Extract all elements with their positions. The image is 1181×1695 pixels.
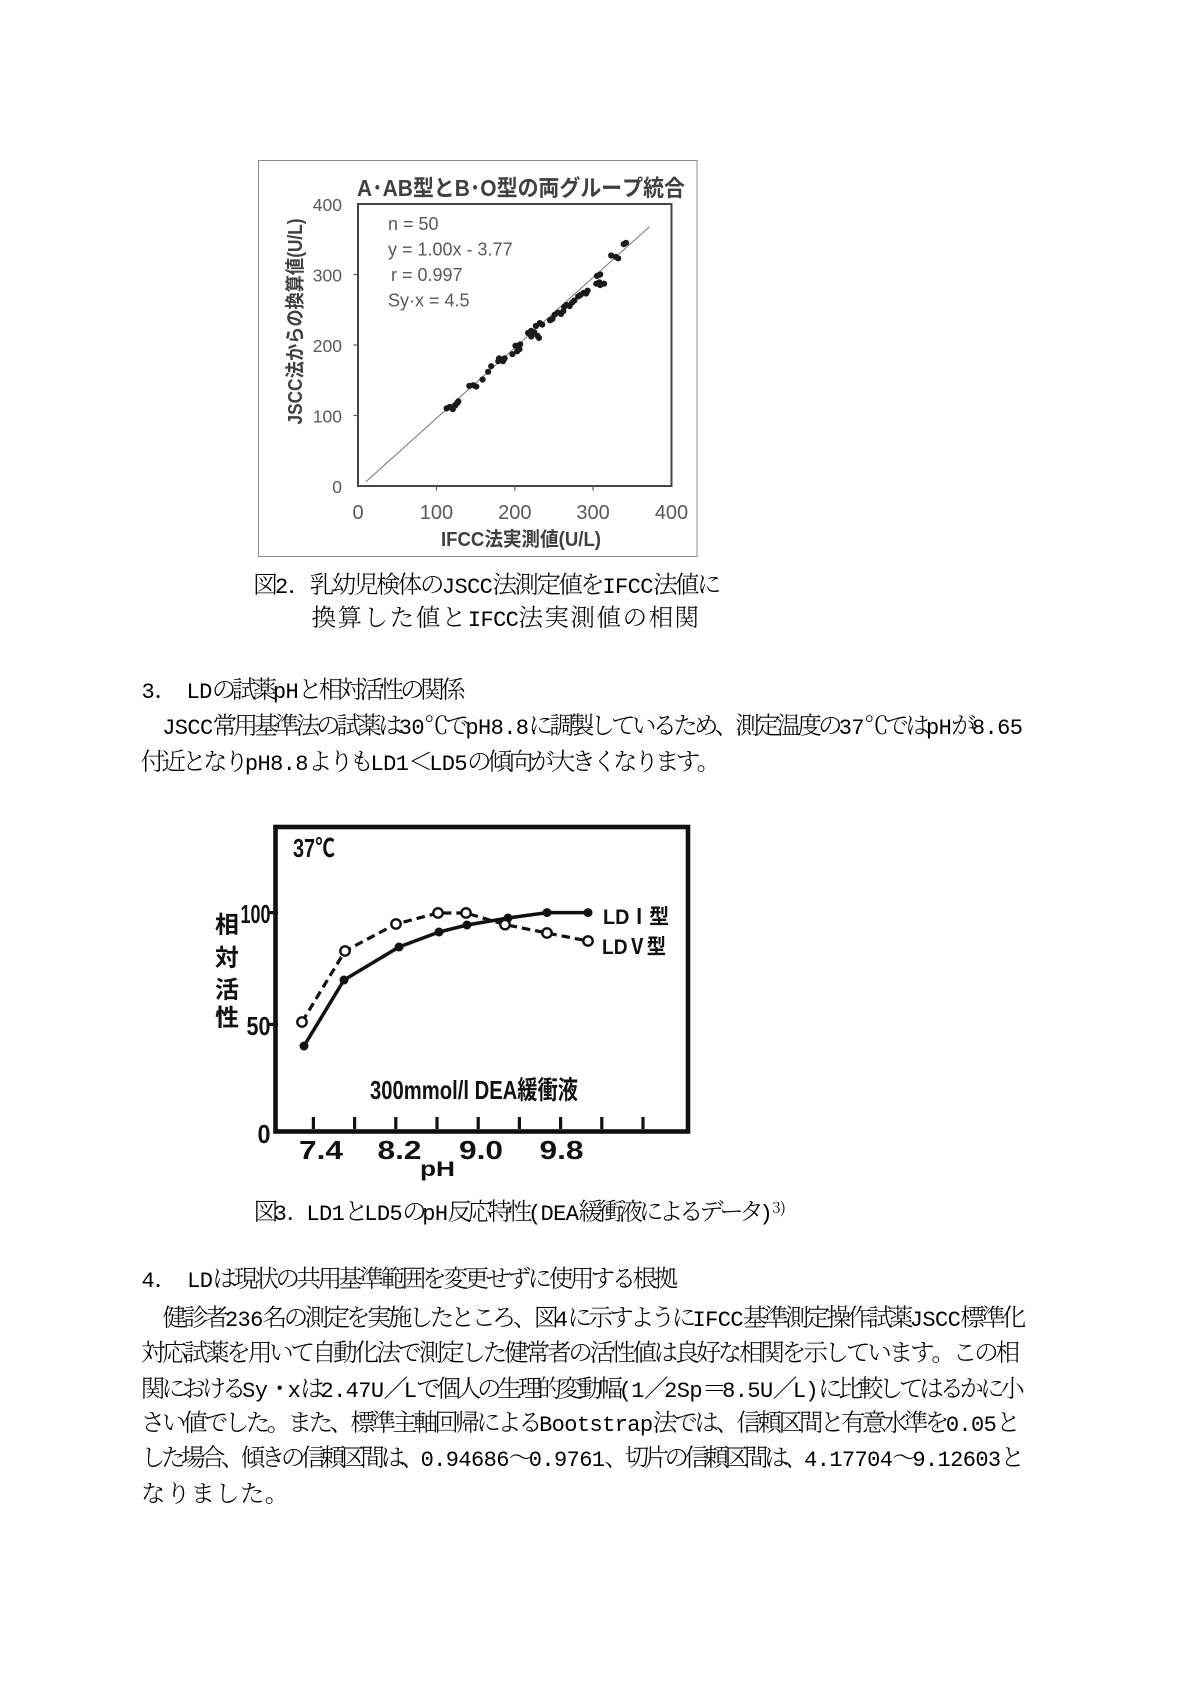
svg-text:9.8: 9.8 — [540, 1135, 584, 1165]
svg-text:LDⅤ型: LDⅤ型 — [602, 935, 666, 959]
svg-text:50: 50 — [247, 1011, 271, 1041]
svg-text:400: 400 — [655, 502, 688, 524]
svg-text:0: 0 — [352, 502, 363, 524]
svg-text:7.4: 7.4 — [299, 1135, 344, 1165]
svg-text:r = 0.997: r = 0.997 — [391, 265, 463, 285]
svg-text:IFCC法実測値(U/L): IFCC法実測値(U/L) — [441, 529, 601, 551]
svg-text:0: 0 — [332, 477, 342, 497]
svg-text:Sy·x = 4.5: Sy·x = 4.5 — [388, 291, 470, 311]
svg-text:A･AB型とB･O型の両グループ統合: A･AB型とB･O型の両グループ統合 — [357, 175, 685, 201]
svg-text:y = 1.00x - 3.77: y = 1.00x - 3.77 — [388, 240, 513, 260]
svg-text:100: 100 — [420, 502, 453, 524]
svg-text:300: 300 — [576, 502, 609, 524]
svg-text:LDⅠ型: LDⅠ型 — [603, 905, 669, 929]
svg-text:300: 300 — [313, 266, 342, 286]
svg-text:活: 活 — [215, 977, 239, 1004]
svg-text:性: 性 — [215, 1005, 239, 1032]
svg-text:200: 200 — [313, 336, 342, 356]
svg-text:相: 相 — [215, 912, 239, 939]
svg-text:300mmol/l DEA緩衝液: 300mmol/l DEA緩衝液 — [370, 1075, 578, 1105]
svg-text:pH: pH — [420, 1158, 455, 1181]
svg-text:0: 0 — [258, 1119, 271, 1149]
svg-text:9.0: 9.0 — [459, 1135, 503, 1165]
svg-text:200: 200 — [498, 502, 531, 524]
svg-text:JSCC法からの換算値(U/L): JSCC法からの換算値(U/L) — [284, 219, 307, 425]
svg-text:100: 100 — [313, 407, 342, 427]
svg-text:100: 100 — [241, 899, 271, 929]
svg-text:対: 対 — [215, 945, 239, 972]
svg-text:37℃: 37℃ — [293, 833, 335, 863]
svg-text:400: 400 — [313, 195, 342, 215]
svg-text:n = 50: n = 50 — [388, 214, 439, 234]
svg-text:8.2: 8.2 — [378, 1135, 422, 1165]
